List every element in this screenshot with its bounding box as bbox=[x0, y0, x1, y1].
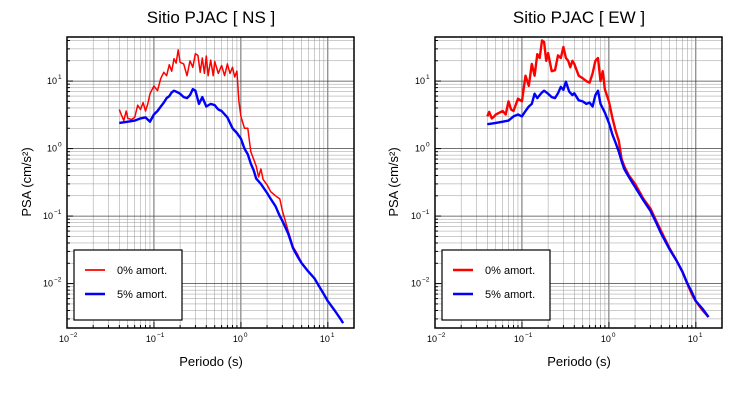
x-tick-exponent: 1 bbox=[699, 332, 703, 339]
x-axis-label: Periodo (s) bbox=[547, 354, 611, 369]
y-tick-exponent: −2 bbox=[422, 277, 430, 284]
y-tick-label: 10 bbox=[43, 211, 53, 221]
x-tick-exponent: 1 bbox=[331, 332, 335, 339]
series-line-1 bbox=[119, 87, 345, 324]
x-tick-exponent: −1 bbox=[525, 332, 533, 339]
legend-label-1: 5% amort. bbox=[117, 289, 167, 301]
y-tick-exponent: 0 bbox=[426, 142, 430, 149]
y-tick-label: 10 bbox=[415, 144, 425, 154]
y-axis-label: PSA (cm/s²) bbox=[386, 147, 401, 216]
y-tick-label: 10 bbox=[47, 144, 57, 154]
legend-label-1: 5% amort. bbox=[485, 289, 535, 301]
x-tick-exponent: −2 bbox=[70, 332, 78, 339]
y-tick-exponent: 0 bbox=[58, 142, 62, 149]
x-tick-label: 10 bbox=[233, 334, 243, 344]
x-tick-label: 10 bbox=[514, 334, 524, 344]
chart-panel-ew: Sitio PJAC [ EW ] 10 −2 10 −1 10 0 10 110 −210 −1… bbox=[386, 8, 723, 369]
series-line-0 bbox=[118, 49, 344, 324]
legend-label-0: 0% amort. bbox=[117, 265, 167, 277]
y-tick-label: 10 bbox=[411, 279, 421, 289]
x-tick-label: 10 bbox=[320, 334, 330, 344]
y-tick-exponent: 1 bbox=[426, 74, 430, 81]
y-tick-exponent: −2 bbox=[54, 277, 62, 284]
y-tick-exponent: 1 bbox=[58, 74, 62, 81]
legend: 0% amort. 5% amort. bbox=[441, 249, 551, 321]
x-tick-label: 10 bbox=[59, 334, 69, 344]
chart-panel-ns: Sitio PJAC [ NS ] 10 −2 10 −1 10 0 10 110 −210 −1… bbox=[19, 8, 355, 369]
x-axis-label: Periodo (s) bbox=[179, 354, 243, 369]
tick-labels: 10 −2 10 −1 10 0 10 110 −210 −110 010 1 bbox=[43, 74, 335, 344]
y-axis-label: PSA (cm/s²) bbox=[19, 147, 34, 216]
x-tick-label: 10 bbox=[688, 334, 698, 344]
x-tick-exponent: −2 bbox=[438, 332, 446, 339]
chart-title: Sitio PJAC [ NS ] bbox=[147, 8, 275, 27]
y-tick-label: 10 bbox=[411, 211, 421, 221]
legend: 0% amort. 5% amort. bbox=[73, 249, 183, 321]
x-tick-exponent: −1 bbox=[157, 332, 165, 339]
x-tick-label: 10 bbox=[601, 334, 611, 344]
x-tick-exponent: 0 bbox=[244, 332, 248, 339]
y-tick-label: 10 bbox=[43, 279, 53, 289]
series-line-1 bbox=[487, 80, 710, 318]
x-tick-exponent: 0 bbox=[612, 332, 616, 339]
y-tick-exponent: −1 bbox=[422, 209, 430, 216]
tick-labels: 10 −2 10 −1 10 0 10 110 −210 −110 010 1 bbox=[411, 74, 703, 344]
chart-title: Sitio PJAC [ EW ] bbox=[513, 8, 645, 27]
y-tick-label: 10 bbox=[47, 76, 57, 86]
legend-box bbox=[441, 249, 551, 321]
plot-frame bbox=[66, 36, 355, 329]
series-lines bbox=[486, 39, 710, 318]
series-lines bbox=[118, 49, 345, 324]
legend-label-0: 0% amort. bbox=[485, 265, 535, 277]
y-tick-exponent: −1 bbox=[54, 209, 62, 216]
x-tick-label: 10 bbox=[146, 334, 156, 344]
plot-frame bbox=[434, 36, 723, 329]
legend-box bbox=[73, 249, 183, 321]
x-tick-label: 10 bbox=[427, 334, 437, 344]
y-tick-label: 10 bbox=[415, 76, 425, 86]
